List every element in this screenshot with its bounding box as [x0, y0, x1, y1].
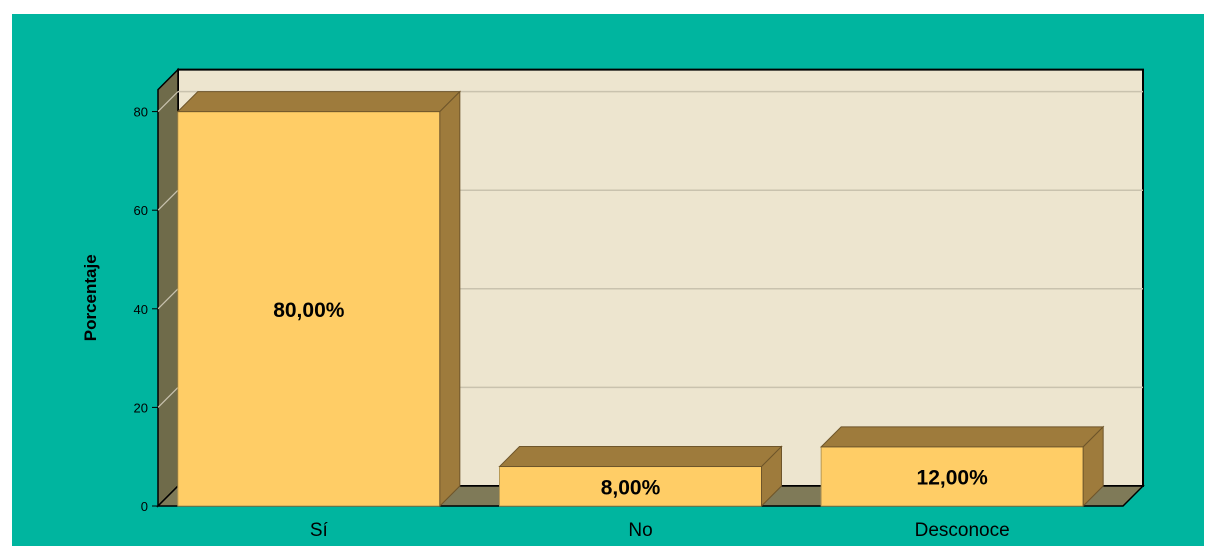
- gridline-side: [157, 91, 179, 113]
- data-label: 80,00%: [273, 299, 345, 322]
- bar-top: [498, 446, 783, 468]
- x-axis-categories: Sí No Desconoce: [310, 520, 1010, 541]
- data-label: 8,00%: [601, 476, 661, 499]
- bar-top: [819, 426, 1105, 448]
- bars: 80,00% 8,00% 12,00%: [176, 90, 1105, 508]
- bar-front: [177, 111, 441, 507]
- x-category-label: Desconoce: [915, 520, 1010, 541]
- bar-side: [439, 90, 461, 508]
- bar-side: [761, 445, 782, 508]
- y-tick-label: 80: [134, 105, 148, 120]
- x-category-label: No: [628, 520, 652, 541]
- gridline-side: [157, 288, 179, 310]
- side-wall: [157, 67, 179, 508]
- bar-top: [176, 91, 462, 113]
- y-tick-label: 20: [134, 400, 148, 415]
- bar-side: [1082, 425, 1104, 508]
- x-category-label: Sí: [310, 520, 329, 541]
- bar: 8,00%: [498, 445, 783, 508]
- bar: 12,00%: [819, 425, 1105, 508]
- gridline-side: [157, 189, 179, 211]
- y-tick-label: 0: [141, 499, 148, 514]
- bar: 80,00%: [176, 90, 462, 508]
- y-axis-label: Porcentaje: [81, 254, 100, 341]
- bar-front: [820, 446, 1084, 507]
- y-axis-ticks: 0 20 40 60 80: [134, 105, 158, 514]
- data-label: 12,00%: [917, 466, 989, 489]
- gridline-side: [157, 386, 179, 408]
- y-tick-label: 60: [134, 203, 148, 218]
- y-tick-label: 40: [134, 302, 148, 317]
